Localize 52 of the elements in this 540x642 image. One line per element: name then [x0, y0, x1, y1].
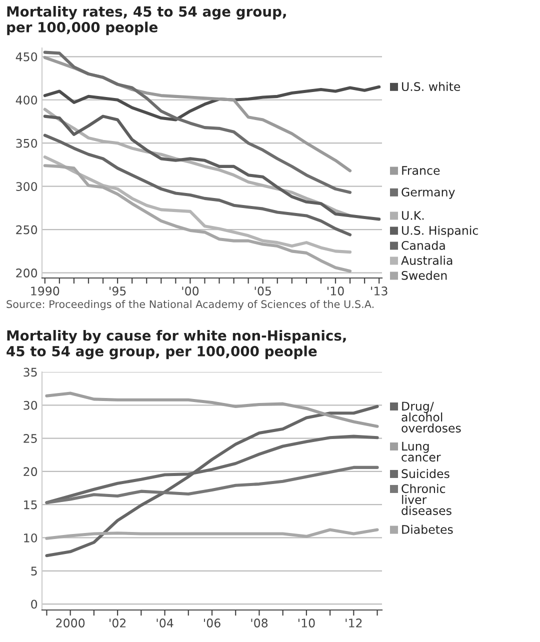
line-series	[43, 50, 352, 194]
x-tick-label: '95	[110, 286, 126, 296]
line-series	[45, 392, 379, 428]
line-series	[43, 134, 352, 236]
x-tick-label: '04	[156, 618, 174, 628]
legend-label: U.K.	[402, 211, 424, 220]
y-tick-label: 20	[24, 467, 38, 476]
x-tick-label: '10	[298, 618, 315, 628]
x-tick-label: '00	[182, 286, 199, 296]
legend-label: Lung cancer	[402, 442, 441, 462]
y-tick-label: 300	[16, 182, 38, 191]
legend-label: Sweden	[402, 270, 447, 280]
y-tick-label: 350	[16, 138, 38, 148]
legend-label: Chronic liver diseases	[402, 484, 452, 516]
line-series	[45, 466, 379, 504]
y-tick-label: 400	[16, 96, 38, 105]
x-tick-label: '10	[328, 286, 344, 296]
y-tick-label: 25	[24, 434, 37, 443]
x-tick-label: '02	[110, 618, 126, 628]
line-series	[45, 528, 379, 540]
y-tick-label: 30	[24, 400, 38, 410]
legend-label: Suicides	[402, 468, 450, 478]
legend-label: Drug/ alcohol overdoses	[402, 402, 461, 433]
y-tick-label: 450	[16, 52, 38, 62]
legend-label: Germany	[402, 188, 455, 199]
chart-title: Mortality rates, 45 to 54 age group, per 100,000 people	[7, 6, 286, 36]
y-tick-label: 10	[24, 533, 38, 542]
legend-label: Diabetes	[402, 524, 453, 534]
y-tick-label: 35	[24, 368, 37, 377]
y-tick-label: 250	[16, 225, 38, 234]
chart-title: Mortality by cause for white non-Hispanics, 45 to 54 age group, per 100,000 people	[6, 330, 346, 360]
y-tick-label: 5	[31, 566, 37, 576]
y-tick-label: 200	[16, 268, 38, 278]
legend-label: U.S. Hispanic	[402, 226, 478, 238]
x-tick-label: 2000	[56, 618, 85, 628]
x-tick-label: 1990	[31, 286, 60, 296]
legend-label: France	[402, 166, 440, 175]
line-series	[45, 404, 379, 558]
x-tick-label: '06	[204, 618, 220, 628]
y-tick-label: 0	[31, 600, 38, 609]
source-note: Source: Proceedings of the National Academy of Sciences of the U.S.A.	[6, 300, 374, 310]
legend-label: Australia	[401, 256, 452, 265]
legend-label: U.S. white	[402, 82, 460, 92]
x-tick-label: '08	[251, 618, 268, 628]
y-tick-label: 15	[24, 500, 37, 510]
x-tick-label: '12	[346, 618, 362, 628]
legend-label: Canada	[402, 240, 445, 250]
x-tick-label: '13	[371, 286, 388, 296]
line-series	[43, 85, 381, 122]
line-series	[43, 114, 381, 221]
line-series	[43, 164, 352, 273]
x-tick-label: '05	[254, 286, 271, 296]
